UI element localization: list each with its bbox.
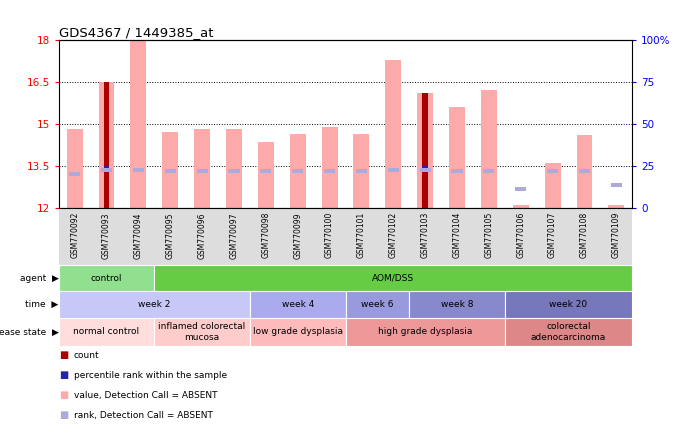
Text: GDS4367 / 1449385_at: GDS4367 / 1449385_at xyxy=(59,26,214,39)
Bar xyxy=(99,82,115,207)
Text: inflamed colorectal
mucosa: inflamed colorectal mucosa xyxy=(158,322,246,342)
Bar xyxy=(505,291,632,317)
Text: percentile rank within the sample: percentile rank within the sample xyxy=(74,371,227,380)
Bar xyxy=(386,59,401,207)
Text: value, Detection Call = ABSENT: value, Detection Call = ABSENT xyxy=(74,391,218,400)
Bar xyxy=(356,169,367,173)
Text: GSM770108: GSM770108 xyxy=(580,212,589,258)
Text: week 20: week 20 xyxy=(549,300,587,309)
Bar xyxy=(422,93,428,207)
Bar xyxy=(419,168,430,172)
Text: week 2: week 2 xyxy=(138,300,171,309)
Bar xyxy=(250,317,346,346)
Bar xyxy=(133,168,144,172)
Bar xyxy=(321,127,337,207)
Text: time  ▶: time ▶ xyxy=(26,300,59,309)
Bar xyxy=(451,169,462,173)
Text: GSM770101: GSM770101 xyxy=(357,212,366,258)
Bar xyxy=(481,90,497,207)
Bar xyxy=(162,132,178,207)
Bar xyxy=(67,129,83,207)
Text: GSM770106: GSM770106 xyxy=(516,212,525,258)
Bar xyxy=(422,166,428,170)
Text: GSM770107: GSM770107 xyxy=(548,212,557,258)
Text: rank, Detection Call = ABSENT: rank, Detection Call = ABSENT xyxy=(74,411,213,420)
Text: GSM770093: GSM770093 xyxy=(102,212,111,258)
Text: GSM770104: GSM770104 xyxy=(453,212,462,258)
Bar xyxy=(346,291,409,317)
Text: week 8: week 8 xyxy=(441,300,473,309)
Text: colorectal
adenocarcinoma: colorectal adenocarcinoma xyxy=(531,322,606,342)
Text: GSM770095: GSM770095 xyxy=(166,212,175,258)
Bar xyxy=(104,82,109,207)
Text: AOM/DSS: AOM/DSS xyxy=(372,274,415,283)
Bar xyxy=(59,317,154,346)
Bar xyxy=(513,205,529,207)
Bar xyxy=(261,169,272,173)
Text: GSM770100: GSM770100 xyxy=(325,212,334,258)
Bar xyxy=(154,265,632,291)
Bar xyxy=(579,169,590,173)
Text: ■: ■ xyxy=(59,370,68,380)
Bar xyxy=(483,169,495,173)
Text: GSM770105: GSM770105 xyxy=(484,212,493,258)
Bar xyxy=(131,18,146,207)
Bar xyxy=(611,183,622,187)
Text: ■: ■ xyxy=(59,350,68,360)
Bar xyxy=(576,135,592,207)
Text: GSM770098: GSM770098 xyxy=(261,212,270,258)
Bar xyxy=(409,291,505,317)
Text: GSM770103: GSM770103 xyxy=(421,212,430,258)
Bar xyxy=(196,169,208,173)
Text: agent  ▶: agent ▶ xyxy=(20,274,59,283)
Bar xyxy=(292,169,303,173)
Bar xyxy=(449,107,465,207)
Bar xyxy=(547,169,558,173)
Bar xyxy=(59,291,250,317)
Text: high grade dysplasia: high grade dysplasia xyxy=(378,328,473,337)
Bar xyxy=(608,205,624,207)
Text: ■: ■ xyxy=(59,390,68,400)
Bar xyxy=(290,134,305,207)
Bar xyxy=(194,129,210,207)
Text: GSM770109: GSM770109 xyxy=(612,212,621,258)
Text: GSM770092: GSM770092 xyxy=(70,212,79,258)
Bar xyxy=(545,163,560,207)
Bar xyxy=(250,291,346,317)
Text: disease state  ▶: disease state ▶ xyxy=(0,328,59,337)
Bar xyxy=(388,168,399,172)
Text: week 4: week 4 xyxy=(281,300,314,309)
Bar xyxy=(505,317,632,346)
Bar xyxy=(164,169,176,173)
Bar xyxy=(154,317,250,346)
Text: week 6: week 6 xyxy=(361,300,394,309)
Bar xyxy=(258,142,274,207)
Text: control: control xyxy=(91,274,122,283)
Bar xyxy=(226,129,242,207)
Bar xyxy=(515,187,527,191)
Text: low grade dysplasia: low grade dysplasia xyxy=(253,328,343,337)
Bar xyxy=(69,172,80,176)
Bar xyxy=(101,168,112,172)
Text: normal control: normal control xyxy=(73,328,140,337)
Text: GSM770094: GSM770094 xyxy=(134,212,143,258)
Bar xyxy=(324,169,335,173)
Text: GSM770097: GSM770097 xyxy=(229,212,238,258)
Bar xyxy=(104,166,109,170)
Bar xyxy=(59,265,154,291)
Bar xyxy=(346,317,505,346)
Bar xyxy=(417,93,433,207)
Text: GSM770096: GSM770096 xyxy=(198,212,207,258)
Text: ■: ■ xyxy=(59,410,68,420)
Bar xyxy=(229,169,240,173)
Bar xyxy=(354,134,370,207)
Text: GSM770102: GSM770102 xyxy=(389,212,398,258)
Text: GSM770099: GSM770099 xyxy=(293,212,302,258)
Text: count: count xyxy=(74,351,100,360)
